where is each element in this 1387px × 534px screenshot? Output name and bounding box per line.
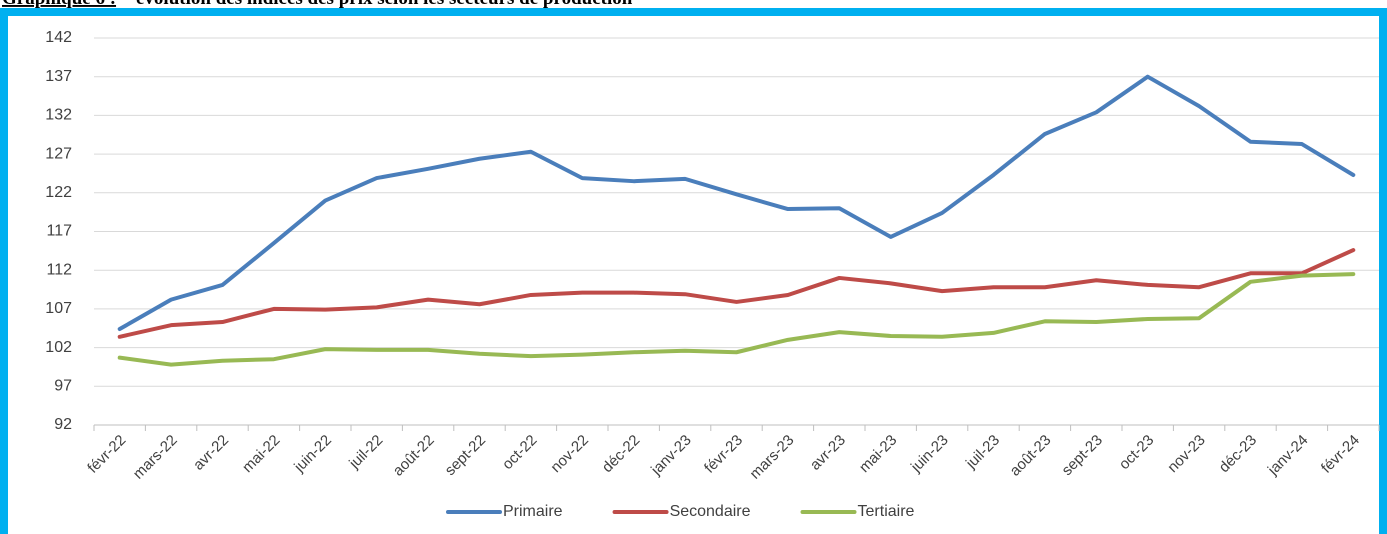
x-tick-label: nov-22 [547, 432, 591, 476]
x-tick-label: mai-22 [239, 432, 283, 476]
x-tick-label: déc-22 [599, 432, 643, 476]
chart-title: évolution des indices des prix selon les… [136, 0, 633, 9]
x-tick-label: août-23 [1007, 432, 1055, 480]
frame [0, 8, 1387, 534]
y-tick-label: 112 [46, 261, 72, 278]
y-tick-label: 127 [45, 145, 72, 162]
chart-title-label: Graphique 6 : [2, 0, 116, 9]
legend-label: Tertiaire [858, 503, 915, 520]
x-tick-label: févr-23 [701, 432, 746, 477]
series-line [117, 248, 1356, 339]
series-line [117, 272, 1356, 367]
x-tick-label: août-22 [390, 432, 438, 480]
y-tick-label: 102 [45, 339, 72, 356]
y-tick-label: 92 [54, 416, 72, 433]
x-tick-label: déc-23 [1216, 432, 1260, 476]
x-tick-label: mai-23 [856, 432, 900, 476]
x-tick-label: mars-22 [130, 432, 181, 483]
y-tick-label: 142 [45, 29, 72, 46]
x-tick-label: sept-23 [1059, 432, 1106, 479]
y-tick-label: 117 [46, 223, 72, 240]
x-tick-label: nov-23 [1164, 432, 1208, 476]
y-tick-label: 132 [45, 107, 72, 124]
x-tick-label: oct-22 [499, 432, 541, 474]
x-tick-label: juin-22 [290, 432, 335, 477]
x-tick-label: févr-24 [1318, 432, 1363, 477]
y-tick-label: 137 [45, 68, 72, 85]
y-tick-label: 107 [45, 300, 72, 317]
series-line [117, 74, 1356, 332]
x-tick-label: sept-22 [442, 432, 489, 479]
x-tick-label: févr-22 [84, 432, 129, 477]
y-tick-label: 122 [45, 184, 72, 201]
x-tick-label: avr-22 [190, 432, 232, 474]
x-tick-label: janv-23 [647, 432, 695, 480]
x-tick-label: janv-24 [1264, 432, 1312, 480]
legend-label: Primaire [503, 503, 563, 520]
x-tick-label: oct-23 [1116, 432, 1158, 474]
x-tick-label: juin-23 [907, 432, 952, 477]
x-tick-label: juil-22 [345, 432, 386, 473]
y-tick-label: 97 [54, 378, 72, 395]
x-tick-label: mars-23 [747, 432, 798, 483]
x-tick-label: juil-23 [962, 432, 1003, 473]
legend-label: Secondaire [670, 503, 751, 520]
x-tick-label: avr-23 [807, 432, 849, 474]
